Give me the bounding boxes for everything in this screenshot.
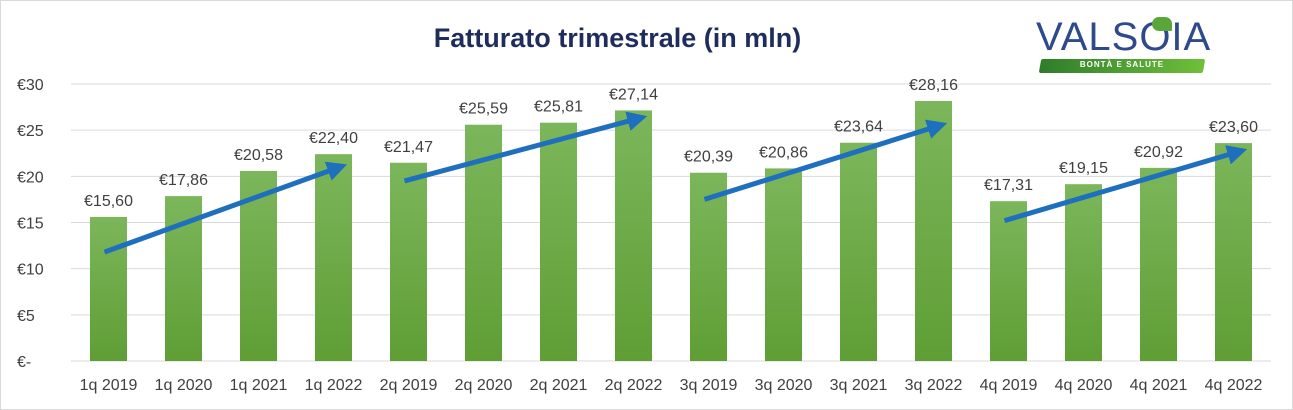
- x-tick-label: 3q 2021: [830, 377, 888, 394]
- data-label: €20,92: [1134, 144, 1183, 161]
- bar: [915, 100, 952, 362]
- trend-arrow: [103, 161, 348, 255]
- x-tick-label: 3q 2020: [755, 377, 813, 394]
- trend-arrow: [703, 119, 948, 202]
- data-label: €15,60: [84, 193, 133, 210]
- data-label: €22,40: [309, 130, 358, 147]
- x-tick-label: 2q 2019: [380, 377, 438, 394]
- trend-arrow: [403, 111, 648, 184]
- x-tick-label: 4q 2020: [1055, 377, 1113, 394]
- bar: [615, 110, 652, 361]
- data-label: €23,60: [1209, 119, 1258, 136]
- bars: [90, 100, 1252, 362]
- x-tick-label: 2q 2022: [605, 377, 663, 394]
- data-label: €19,15: [1059, 160, 1108, 177]
- data-label: €20,58: [234, 147, 283, 164]
- chart-title: Fatturato trimestrale (in mln): [433, 23, 802, 53]
- axes: €- €5 €10 €15 €20 €25 €30 1q 2019 1q 2020 1q 2021…: [17, 77, 1263, 394]
- y-tick-label: €20: [17, 169, 44, 186]
- bar: [765, 168, 802, 361]
- bar: [1215, 143, 1252, 361]
- bar: [90, 216, 127, 361]
- y-tick-label: €30: [17, 77, 44, 94]
- x-tick-label: 4q 2022: [1205, 377, 1263, 394]
- data-label: €17,86: [159, 172, 208, 189]
- bar: [315, 154, 352, 361]
- bar: [1065, 184, 1102, 361]
- x-tick-label: 1q 2020: [155, 377, 213, 394]
- y-tick-label: €10: [17, 262, 44, 279]
- y-tick-label: €-: [17, 354, 31, 371]
- data-labels: €15,60 €17,86 €20,58 €22,40 €21,47 €25,59 €25,…: [84, 77, 1258, 210]
- bar: [1140, 167, 1177, 361]
- data-label: €21,47: [384, 139, 433, 156]
- x-tick-label: 2q 2021: [530, 377, 588, 394]
- valsoia-logo: VALSOIA BONTÀ E SALUTE: [1036, 15, 1211, 77]
- x-tick-label: 4q 2019: [980, 377, 1038, 394]
- data-label: €23,64: [834, 119, 883, 136]
- bar: [540, 122, 577, 361]
- data-label: €20,86: [759, 144, 808, 161]
- trend-arrows: [103, 111, 1248, 255]
- logo-tagline: BONTÀ E SALUTE: [1079, 60, 1165, 69]
- x-tick-label: 3q 2019: [680, 377, 738, 394]
- x-tick-label: 1q 2021: [230, 377, 288, 394]
- y-tick-label: €5: [17, 308, 35, 325]
- y-tick-label: €25: [17, 123, 44, 140]
- data-label: €25,81: [534, 99, 583, 116]
- trend-arrow: [1003, 145, 1248, 224]
- bar: [840, 142, 877, 361]
- leaf-icon: [1152, 17, 1172, 31]
- bar: [990, 201, 1027, 361]
- y-tick-label: €15: [17, 216, 44, 233]
- data-label: €17,31: [984, 177, 1033, 194]
- x-tick-label: 1q 2019: [80, 377, 138, 394]
- x-tick-label: 1q 2022: [305, 377, 363, 394]
- bar: [690, 172, 727, 361]
- bar: [390, 162, 427, 361]
- x-tick-label: 4q 2021: [1130, 377, 1188, 394]
- x-tick-label: 3q 2022: [905, 377, 963, 394]
- data-label: €27,14: [609, 86, 658, 103]
- data-label: €28,16: [909, 77, 958, 94]
- data-label: €25,59: [459, 101, 508, 118]
- data-label: €20,39: [684, 149, 733, 166]
- x-tick-label: 2q 2020: [455, 377, 513, 394]
- logo-wordmark: VALSOIA: [1036, 15, 1212, 59]
